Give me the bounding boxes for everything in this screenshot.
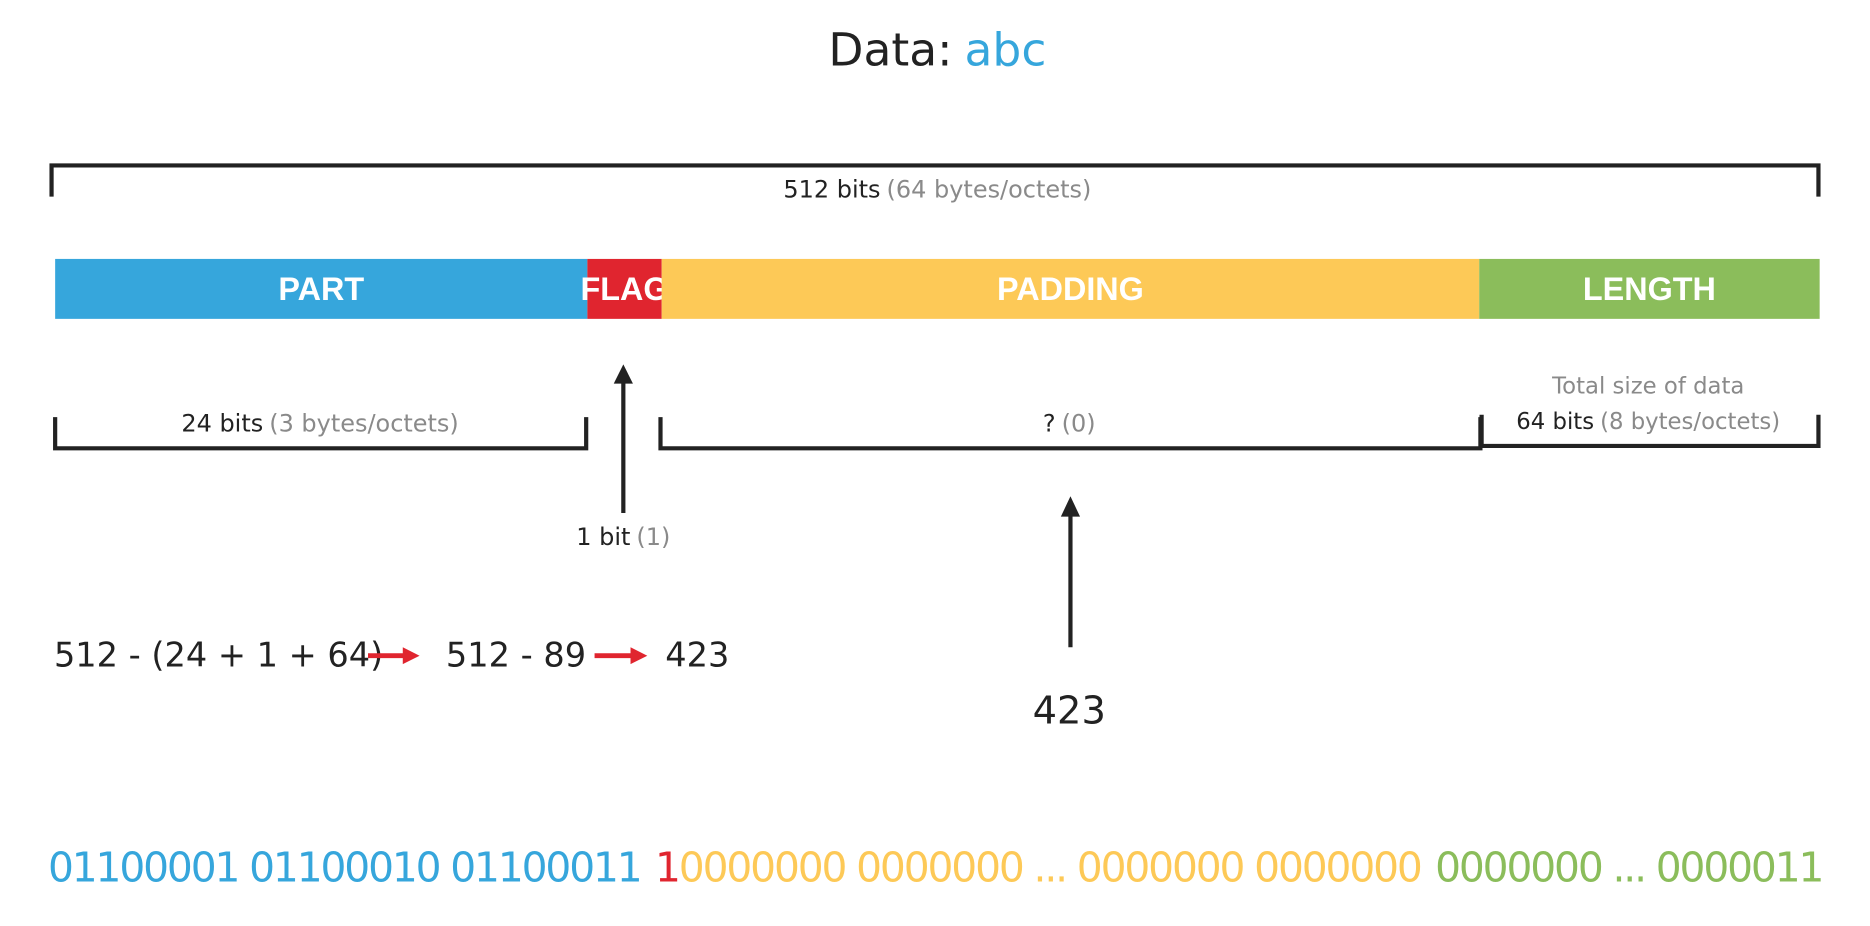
part-bracket	[53, 417, 589, 451]
equation-step: 512 - (24 + 1 + 64)	[54, 635, 383, 674]
flag-bytes: (1)	[636, 523, 670, 551]
length-size: 64 bits (8 bytes/octets)	[1516, 408, 1780, 434]
segment-label: PADDING	[997, 271, 1144, 307]
length-bits: 64 bits	[1516, 408, 1594, 434]
binary-part: 1	[655, 843, 681, 891]
length-note: Total size of data	[1551, 374, 1744, 400]
flag-size: 1 bit (1)	[576, 523, 670, 551]
binary-part: 01100001 01100010 01100011	[48, 843, 643, 891]
title-value: abc	[965, 23, 1047, 76]
length-bracket	[1479, 414, 1821, 449]
padding-size: ? (0)	[1043, 409, 1096, 437]
total-bits: 512 bits	[783, 176, 880, 204]
equation-arrow-head	[402, 647, 420, 665]
length-bytes: (8 bytes/octets)	[1600, 408, 1780, 434]
binary-part: 0000000 0000000 ... 0000000 0000000	[679, 843, 1423, 891]
segment	[661, 258, 1480, 319]
segment-label: LENGTH	[1583, 271, 1716, 307]
segment-bar: PART FLAG PADDING LENGTH	[55, 258, 1820, 319]
segment	[587, 258, 662, 319]
part-size: 24 bits (3 bytes/octets)	[181, 409, 458, 437]
padding-result: 423	[1033, 689, 1106, 734]
binary-string: 01100001 01100010 01100011 10000000 00000…	[48, 843, 1824, 891]
segment-label: FLAG	[580, 271, 668, 307]
part-bytes: (3 bytes/octets)	[269, 409, 459, 437]
segment	[55, 258, 588, 319]
segment-label: PART	[278, 271, 364, 307]
equation-arrow-head	[630, 647, 648, 665]
title: Data: abc	[828, 23, 1046, 76]
total-label: 512 bits (64 bytes/octets)	[783, 176, 1091, 204]
part-bits: 24 bits	[181, 409, 263, 437]
title-label: Data:	[828, 23, 952, 76]
total-bracket	[49, 163, 1821, 197]
padding-arrow-head	[1060, 496, 1081, 517]
equation-arrows	[368, 647, 648, 665]
equation-step: 512 - 89	[446, 635, 586, 674]
padding-bits: ?	[1043, 409, 1056, 437]
segment	[1479, 258, 1820, 319]
total-bytes: (64 bytes/octets)	[887, 176, 1092, 204]
binary-part: 0000000 ... 0000011	[1435, 843, 1824, 891]
flag-bits: 1 bit	[576, 523, 630, 551]
flag-arrow-head	[613, 364, 633, 384]
padding-bytes: (0)	[1062, 409, 1096, 437]
equation-step: 423	[665, 635, 729, 674]
